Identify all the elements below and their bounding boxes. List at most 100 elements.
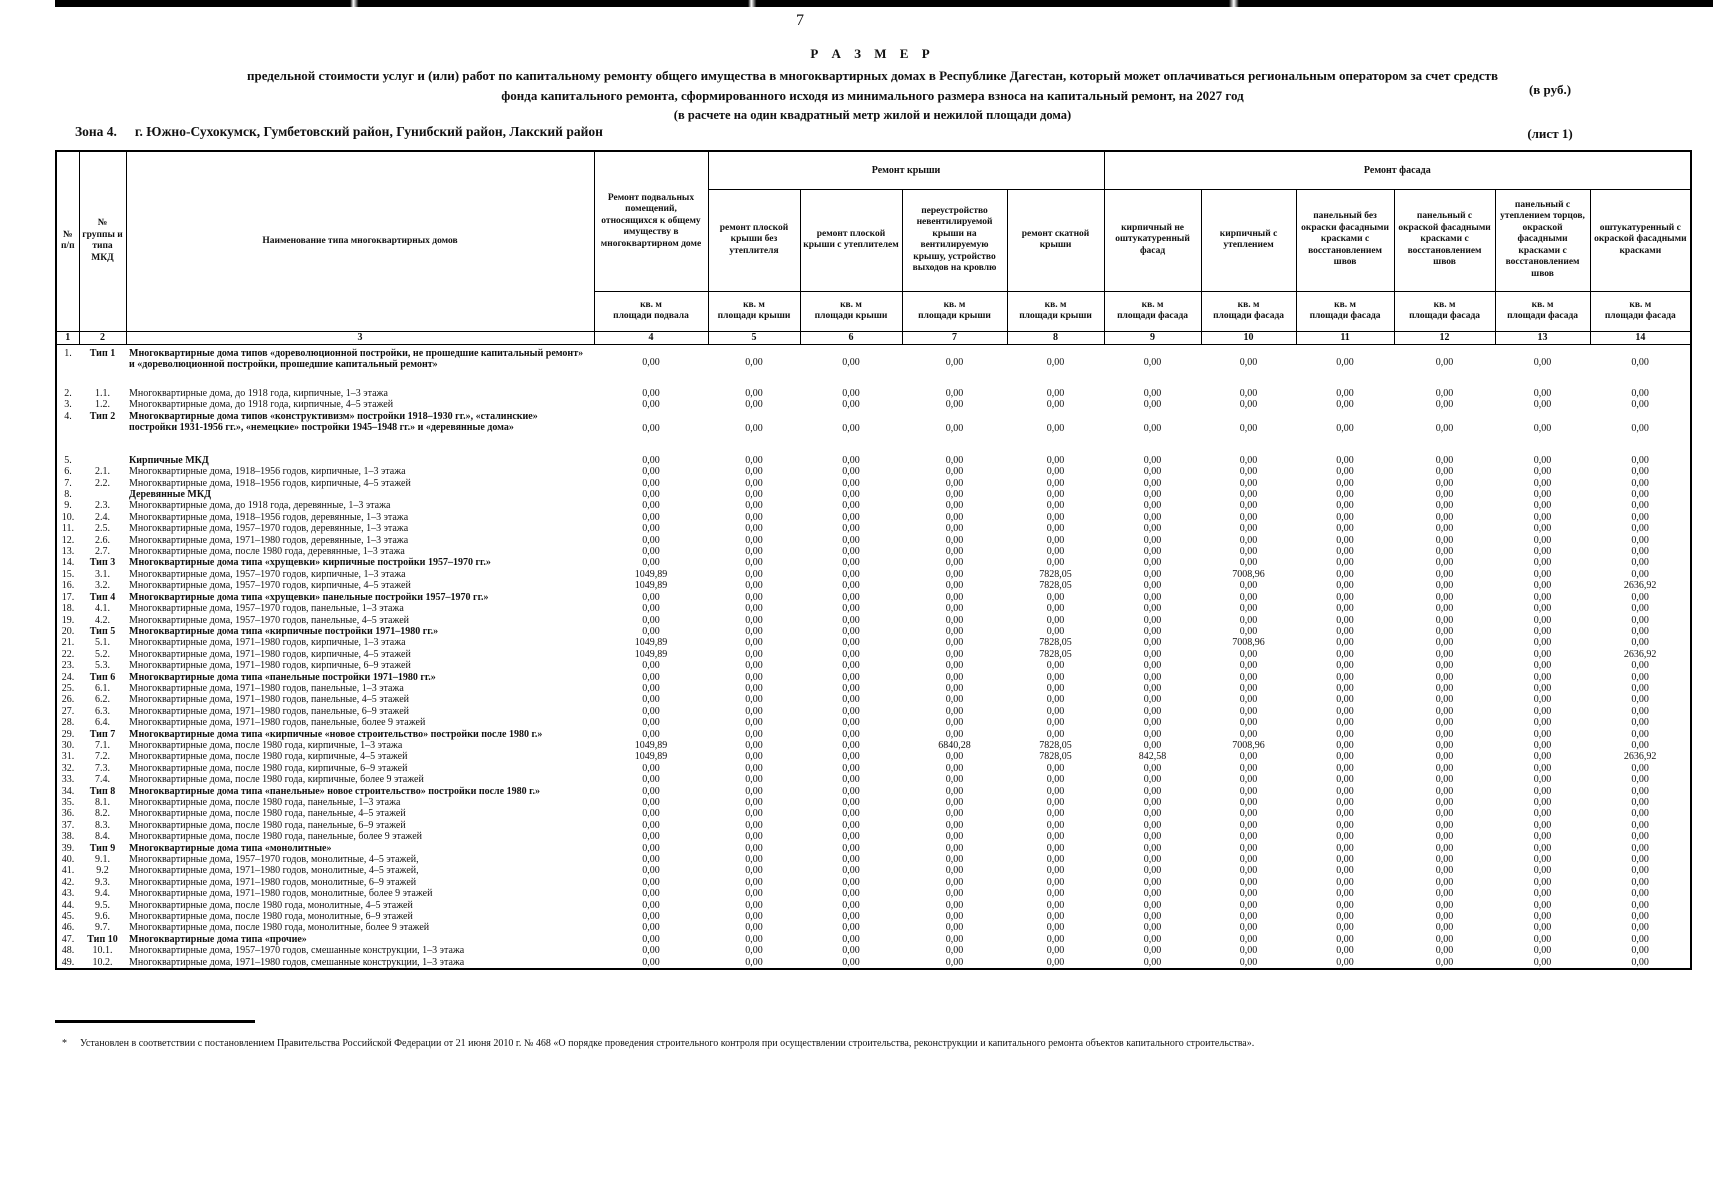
row-number: 15. (61, 568, 75, 580)
row-value: 0,00 (1435, 637, 1454, 649)
table-row: 40. 9.1. Многоквартирные дома, 1957–1970 г… (56, 854, 1691, 865)
row-value: 0,00 (1143, 534, 1162, 546)
row-value: 0,00 (1143, 477, 1162, 489)
row-value: 0,00 (1631, 399, 1649, 411)
row-value: 0,00 (1435, 591, 1454, 603)
row-value: 0,00 (945, 899, 964, 911)
row-value: 0,00 (745, 477, 763, 489)
row-value: 0,00 (1336, 911, 1354, 923)
row-value: 0,00 (1336, 614, 1354, 626)
row-value: 0,00 (1143, 785, 1162, 797)
row-value: 0,00 (1143, 399, 1162, 411)
row-value: 0,00 (1631, 557, 1649, 569)
row-value: 0,00 (1435, 534, 1454, 546)
row-name: Многоквартирные дома, после 1980 года, п… (129, 808, 406, 820)
row-name: Многоквартирные дома, после 1980 года, п… (129, 819, 406, 831)
row-value: 0,00 (1143, 648, 1162, 660)
row-number: 45. (61, 911, 75, 923)
row-value: 0,00 (1631, 854, 1649, 866)
row-value: 0,00 (945, 888, 964, 900)
row-value: 0,00 (1435, 922, 1454, 934)
column-number: 4 (593, 330, 709, 345)
row-value: 0,00 (1143, 876, 1162, 888)
row-value: 0,00 (842, 933, 860, 945)
row-number: 30. (61, 739, 75, 751)
row-value: 0,00 (745, 422, 763, 434)
row-value: 0,00 (842, 614, 860, 626)
row-value: 0,00 (1046, 356, 1065, 368)
row-number: 48. (61, 945, 75, 957)
row-value: 0,00 (745, 614, 763, 626)
row-value: 0,00 (1435, 728, 1454, 740)
row-value: 0,00 (1631, 637, 1649, 649)
row-value: 0,00 (1533, 922, 1552, 934)
row-name: Многоквартирные дома, 1918–1956 годов, к… (129, 466, 406, 478)
table-row: 44. 9.5. Многоквартирные дома, после 1980 … (56, 900, 1691, 911)
row-value: 0,00 (642, 911, 660, 923)
row-value: 0,00 (1631, 819, 1649, 831)
row-value: 0,00 (642, 808, 660, 820)
row-value: 0,00 (745, 660, 763, 672)
row-group-number: 1.2. (95, 399, 110, 411)
table-row: 29. Тип 7 Многоквартирные дома типа «кирпи… (56, 729, 1691, 740)
row-value: 0,00 (842, 637, 860, 649)
row-value: 0,00 (1239, 534, 1258, 546)
row-group-number: 8.3. (95, 819, 110, 831)
row-value: 0,00 (1239, 603, 1258, 615)
row-value: 0,00 (1435, 614, 1454, 626)
row-value: 0,00 (642, 603, 660, 615)
row-value: 0,00 (1336, 511, 1354, 523)
column-number: 1 (55, 330, 80, 345)
row-value: 0,00 (1336, 523, 1354, 535)
column-number: 2 (78, 330, 127, 345)
row-value: 0,00 (1435, 774, 1454, 786)
row-value: 0,00 (842, 888, 860, 900)
row-name: Многоквартирные дома типа «хрущевки» пан… (129, 591, 489, 603)
row-value: 0,00 (745, 705, 763, 717)
row-value: 0,00 (842, 705, 860, 717)
row-number: 37. (61, 819, 75, 831)
row-group-number: 2.7. (95, 546, 110, 558)
row-value: 0,00 (1631, 785, 1649, 797)
title-line-4: (в расчете на один квадратный метр жилой… (673, 108, 1072, 122)
row-value: 0,00 (1435, 523, 1454, 535)
row-value: 0,00 (1631, 694, 1649, 706)
row-value: 0,00 (745, 625, 763, 637)
row-name: Многоквартирные дома, 1971–1980 годов, к… (129, 660, 411, 672)
row-value: 0,00 (642, 625, 660, 637)
row-name: Многоквартирные дома, после 1980 года, м… (129, 911, 413, 923)
row-value: 7008,96 (1232, 568, 1265, 580)
row-value: 0,00 (1046, 785, 1065, 797)
row-value: 0,00 (842, 489, 860, 501)
row-value: 0,00 (1631, 568, 1649, 580)
row-value: 0,00 (745, 694, 763, 706)
row-value: 0,00 (842, 728, 860, 740)
row-value: 0,00 (1631, 797, 1649, 808)
row-value: 0,00 (642, 614, 660, 626)
row-value: 0,00 (745, 728, 763, 740)
row-value: 0,00 (642, 876, 660, 888)
row-value: 0,00 (945, 422, 964, 434)
row-number: 42. (61, 876, 75, 888)
row-value: 0,00 (745, 945, 763, 957)
row-value: 0,00 (1239, 774, 1258, 786)
column-number: 9 (1103, 330, 1202, 345)
row-value: 0,00 (1143, 671, 1162, 683)
row-group-number: 9.6. (95, 911, 110, 923)
row-value: 0,00 (1336, 831, 1354, 843)
unit-cell: кв. м площади фасада (1200, 290, 1297, 332)
row-value: 0,00 (1336, 842, 1354, 854)
row-value: 0,00 (1143, 865, 1162, 877)
row-number: 9. (64, 500, 72, 512)
row-value: 0,00 (1336, 534, 1354, 546)
row-value: 0,00 (1239, 660, 1258, 672)
row-value: 0,00 (1336, 865, 1354, 877)
row-value: 0,00 (1435, 511, 1454, 523)
row-value: 0,00 (1631, 454, 1649, 466)
header-group-type: № группы и типа МКД (78, 150, 127, 332)
row-value: 0,00 (1143, 728, 1162, 740)
row-value: 0,00 (1533, 591, 1552, 603)
table-row: 15. 3.1. Многоквартирные дома, 1957–1970 г… (56, 569, 1691, 580)
row-value: 0,00 (1631, 842, 1649, 854)
row-value: 0,00 (642, 511, 660, 523)
